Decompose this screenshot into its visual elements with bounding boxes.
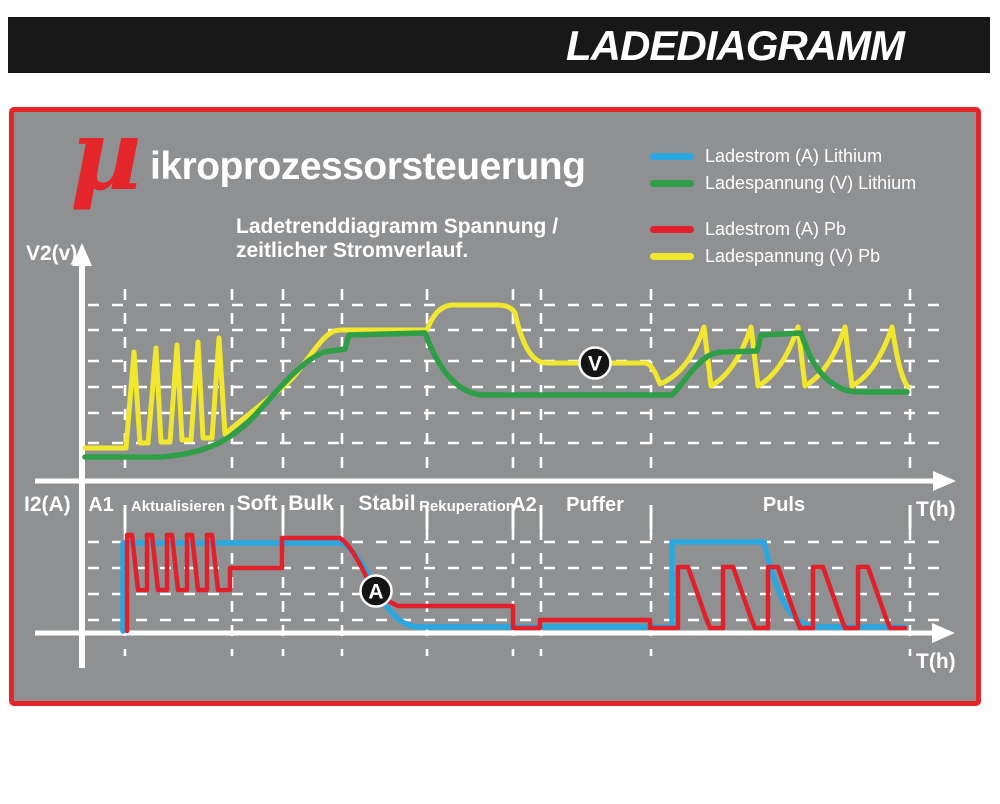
subtitle-line-2: zeitlicher Stromverlauf. [236,239,469,262]
phase-label-stabil: Stabil [358,492,416,515]
phase-label-a1: A1 [88,494,114,516]
legend: Ladestrom (A) Lithium Ladespannung (V) L… [650,143,916,270]
legend-label: Ladestrom (A) Lithium [705,146,883,166]
header-bar: LADEDIAGRAMM [8,17,990,73]
phase-label-a2: A2 [511,494,537,516]
phase-label-soft: Soft [236,492,278,515]
legend-label: Ladestrom (A) Pb [705,219,847,239]
phase-label-puls: Puls [762,494,806,516]
legend-item-pb-voltage: Ladespannung (V) Pb [650,243,916,270]
legend-label: Ladespannung (V) Lithium [705,173,917,193]
subtitle-line-1: Ladetrenddiagramm Spannung / [236,215,559,238]
diagram-title: ikroprozessorsteuerung [150,145,586,188]
legend-item-pb-current: Ladestrom (A) Pb [650,216,916,243]
li-voltage-swatch-icon [650,180,694,187]
voltage-axis-label: V2(v) [26,242,78,265]
phase-label-puffer: Puffer [566,494,624,516]
phase-label-bulk: Bulk [288,492,334,515]
legend-label: Ladespannung (V) Pb [705,246,881,266]
phase-label-aktualisieren: Aktualisieren [130,498,226,515]
pb-current-swatch-icon [650,226,694,233]
time-axis-label-bottom: T(h) [916,650,956,673]
legend-item-li-current: Ladestrom (A) Lithium [650,143,916,170]
legend-item-li-voltage: Ladespannung (V) Lithium [650,170,916,197]
mu-symbol: µ [70,98,142,213]
phase-label-rekuperation: Rekuperation [419,498,515,515]
li-current-swatch-icon [650,153,694,160]
time-axis-label-top: T(h) [916,498,956,521]
pb-voltage-swatch-icon [650,253,694,260]
current-axis-label: I2(A) [24,493,71,516]
diagram-subtitle: Ladetrenddiagramm Spannung / zeitlicher … [236,215,558,263]
page-title: LADEDIAGRAMM [566,22,905,69]
